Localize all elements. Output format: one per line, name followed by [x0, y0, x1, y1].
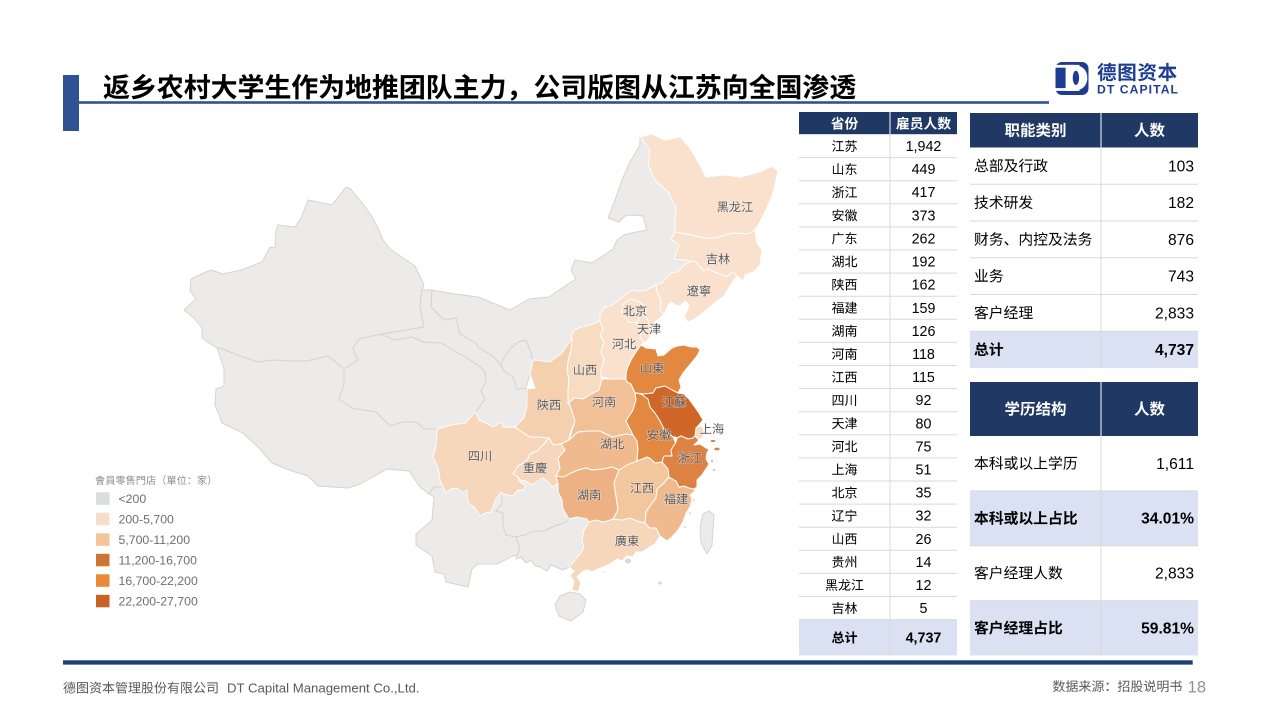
- svg-text:12: 12: [916, 578, 932, 594]
- svg-text:<200: <200: [119, 492, 147, 506]
- svg-text:743: 743: [1168, 269, 1194, 286]
- svg-text:26: 26: [916, 532, 932, 548]
- svg-text:4,737: 4,737: [1155, 342, 1194, 359]
- svg-text:115: 115: [912, 370, 935, 386]
- svg-text:5,700-11,200: 5,700-11,200: [119, 533, 191, 547]
- svg-text:192: 192: [912, 255, 936, 271]
- svg-text:5: 5: [920, 601, 928, 617]
- svg-text:200-5,700: 200-5,700: [119, 513, 175, 527]
- svg-text:32: 32: [916, 509, 932, 525]
- svg-text:876: 876: [1168, 232, 1194, 249]
- svg-text:159: 159: [912, 301, 936, 317]
- svg-text:2,833: 2,833: [1155, 305, 1194, 322]
- svg-text:262: 262: [912, 231, 936, 247]
- svg-text:1,611: 1,611: [1156, 456, 1194, 473]
- svg-text:182: 182: [1168, 195, 1194, 212]
- svg-text:DT Capital Management Co.,Ltd: DT Capital Management Co.,Ltd.: [227, 681, 420, 696]
- svg-text:16,700-22,200: 16,700-22,200: [119, 574, 198, 588]
- svg-text:118: 118: [912, 347, 935, 363]
- svg-text:126: 126: [912, 324, 936, 340]
- svg-text:35: 35: [916, 486, 932, 502]
- svg-text:51: 51: [916, 463, 932, 479]
- svg-text:162: 162: [912, 278, 936, 294]
- svg-text:103: 103: [1168, 158, 1194, 175]
- svg-text:59.81%: 59.81%: [1141, 620, 1194, 637]
- svg-text:18: 18: [1188, 679, 1206, 697]
- svg-text:75: 75: [916, 439, 932, 455]
- svg-text:34.01%: 34.01%: [1141, 511, 1194, 528]
- svg-text:4,737: 4,737: [906, 631, 942, 647]
- svg-text:2,833: 2,833: [1155, 566, 1194, 583]
- svg-text:80: 80: [916, 416, 932, 432]
- svg-text:417: 417: [912, 185, 936, 201]
- svg-text:14: 14: [916, 555, 932, 571]
- svg-text:11,200-16,700: 11,200-16,700: [119, 554, 198, 568]
- svg-text:22,200-27,700: 22,200-27,700: [119, 595, 198, 609]
- svg-text:449: 449: [912, 162, 936, 178]
- svg-text:373: 373: [912, 208, 936, 224]
- svg-text:1,942: 1,942: [906, 139, 942, 155]
- svg-text:92: 92: [916, 393, 932, 409]
- svg-text:DT CAPITAL: DT CAPITAL: [1097, 83, 1179, 97]
